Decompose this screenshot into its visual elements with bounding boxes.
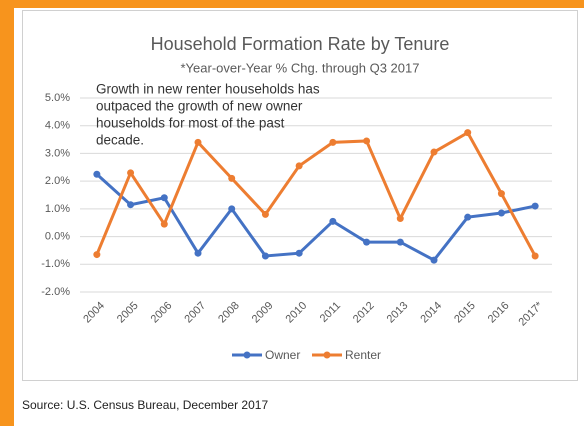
marker xyxy=(363,137,371,145)
chart-subtitle: *Year-over-Year % Chg. through Q3 2017 xyxy=(181,60,420,75)
series-line xyxy=(95,130,537,257)
marker xyxy=(228,205,236,213)
y-tick-label: 3.0% xyxy=(45,147,70,159)
annotation: Growth in new renter households has xyxy=(96,82,320,97)
marker xyxy=(430,148,438,156)
legend-label: Owner xyxy=(265,348,300,362)
marker xyxy=(295,249,303,257)
marker xyxy=(497,190,505,198)
y-tick-label: 4.0% xyxy=(45,120,70,132)
annotation: decade. xyxy=(96,133,144,148)
marker xyxy=(194,138,202,146)
y-tick-label: 1.0% xyxy=(45,203,70,215)
marker xyxy=(295,162,303,170)
marker xyxy=(228,174,236,182)
marker xyxy=(363,238,371,246)
legend-marker xyxy=(243,351,251,359)
y-tick-label: -2.0% xyxy=(41,286,70,298)
marker xyxy=(127,169,135,177)
marker xyxy=(329,138,337,146)
y-tick-label: 2.0% xyxy=(45,175,70,187)
marker xyxy=(160,220,168,228)
marker xyxy=(261,210,269,218)
source: Source: U.S. Census Bureau, December 201… xyxy=(22,398,268,412)
marker xyxy=(430,256,438,264)
marker xyxy=(160,194,168,202)
y-tick-label: 5.0% xyxy=(45,92,70,104)
marker xyxy=(329,217,337,225)
chart-frame xyxy=(22,10,578,381)
marker xyxy=(261,252,269,260)
marker xyxy=(531,202,539,210)
annotation: outpaced the growth of new owner xyxy=(96,99,303,114)
marker xyxy=(93,170,101,178)
top-border xyxy=(0,0,584,8)
marker xyxy=(497,209,505,217)
marker xyxy=(127,201,135,209)
marker xyxy=(464,129,472,137)
marker xyxy=(531,252,539,260)
marker xyxy=(464,213,472,221)
chart-title: Household Formation Rate by Tenure xyxy=(151,34,450,54)
marker xyxy=(93,251,101,259)
marker xyxy=(396,238,404,246)
legend-label: Renter xyxy=(345,348,381,362)
marker xyxy=(396,215,404,223)
y-tick-label: -1.0% xyxy=(41,258,70,270)
legend-marker xyxy=(323,351,331,359)
annotation: households for most of the past xyxy=(96,116,285,131)
y-tick-label: 0.0% xyxy=(45,230,70,242)
marker xyxy=(194,249,202,257)
left-border xyxy=(0,0,14,426)
